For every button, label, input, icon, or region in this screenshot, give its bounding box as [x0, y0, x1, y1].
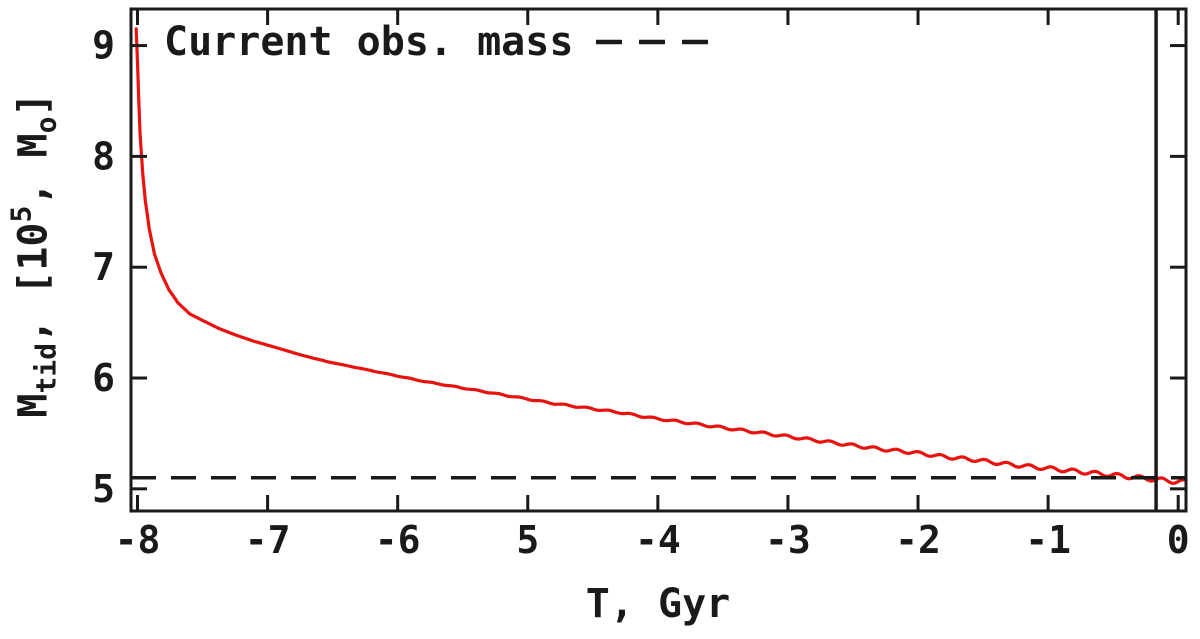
- x-tick-label: -7: [245, 518, 291, 562]
- y-axis-title-superscript: 5: [4, 205, 38, 223]
- y-axis-title-part: , [10: [10, 222, 57, 343]
- x-tick-label: -4: [635, 518, 681, 562]
- x-tick-label: -3: [765, 518, 811, 562]
- x-axis-title: T, Gyr: [585, 581, 731, 627]
- x-tick-label: -1: [1025, 518, 1071, 562]
- x-tick-label: 0: [1167, 518, 1190, 562]
- y-axis-title-part: ]: [10, 92, 57, 117]
- y-axis-title: Mtid, [105, Mo]: [4, 92, 63, 418]
- y-axis-title-part: , M: [10, 133, 57, 206]
- x-tick-label: -2: [895, 518, 941, 562]
- y-tick-label: 9: [92, 24, 115, 68]
- plot-frame: [129, 7, 1188, 513]
- y-tick-label: 7: [92, 245, 115, 289]
- y-tick-label: 5: [92, 467, 115, 511]
- dashed-line-sample: [596, 39, 709, 45]
- y-tick-label: 6: [92, 356, 115, 400]
- legend-label: Current obs. mass: [164, 19, 574, 65]
- y-axis-title-part: M: [10, 393, 57, 418]
- x-tick-label: -8: [115, 518, 161, 562]
- y-axis-title-subscript: tid: [29, 342, 63, 394]
- x-tick-label: -6: [375, 518, 421, 562]
- legend: Current obs. mass: [164, 22, 709, 62]
- y-axis-title-subscript: o: [29, 116, 63, 134]
- x-tick-label: 5: [516, 518, 539, 562]
- y-tick-label: 8: [92, 134, 115, 178]
- tidal-mass-curve: [134, 27, 1188, 485]
